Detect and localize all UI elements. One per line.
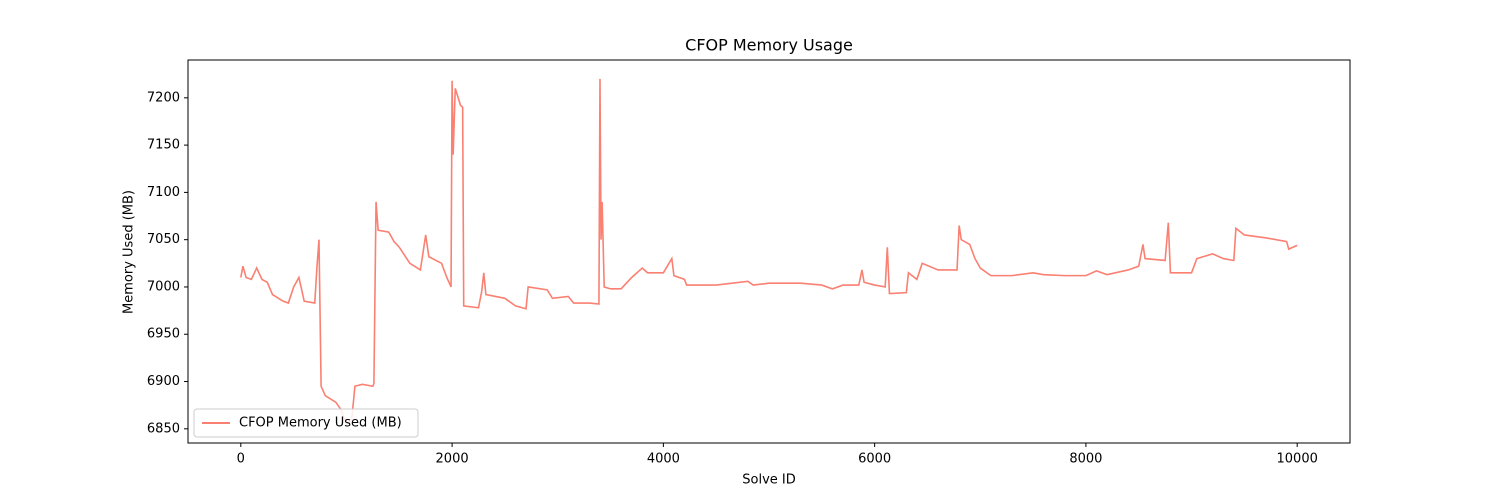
x-tick-label: 10000 [1277,452,1318,467]
y-tick-label: 6850 [147,421,180,436]
legend-label: CFOP Memory Used (MB) [239,416,402,431]
x-tick-label: 6000 [858,452,891,467]
x-tick-label: 0 [237,452,245,467]
y-tick-label: 7200 [147,90,180,105]
y-tick-label: 6900 [147,374,180,389]
x-axis-label: Solve ID [742,473,796,488]
plot-frame [187,59,1351,444]
x-tick-label: 8000 [1069,452,1102,467]
y-axis-label: Memory Used (MB) [122,190,137,314]
chart-title: CFOP Memory Usage [685,36,853,55]
y-tick-label: 7150 [147,138,180,153]
y-tick-label: 7000 [147,279,180,294]
y-tick-label: 6950 [147,327,180,342]
y-tick-label: 7100 [147,185,180,200]
legend-box [193,408,419,438]
data-line [240,78,1298,426]
x-tick-label: 4000 [647,452,680,467]
y-tick-label: 7050 [147,232,180,247]
x-tick-label: 2000 [436,452,469,467]
